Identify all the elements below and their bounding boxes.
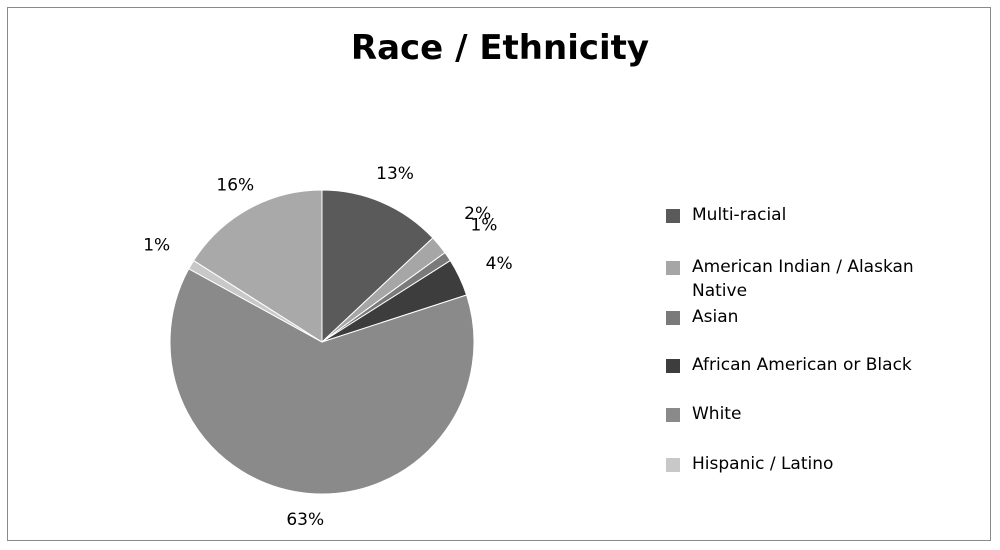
pie-data-label: 63% — [286, 510, 324, 530]
pie-slice-multi-racial — [321, 189, 434, 344]
legend-label: Hispanic / Latino — [692, 454, 834, 474]
chart-frame — [7, 7, 991, 541]
legend-label: African American or Black — [692, 355, 912, 375]
legend-swatch — [666, 359, 680, 373]
pie-data-label: 1% — [470, 216, 497, 236]
legend-swatch — [666, 311, 680, 325]
pie-data-label: 1% — [143, 235, 170, 255]
pie-data-label: 16% — [216, 175, 254, 195]
chart-title: Race / Ethnicity — [350, 28, 650, 68]
pie-data-labels: 13%2%1%4%63%1%16% — [143, 164, 512, 530]
pie-slice-white — [169, 268, 475, 495]
legend-label: Asian — [692, 307, 739, 327]
pie-data-label: 13% — [376, 164, 414, 184]
pie-data-label: 4% — [486, 254, 513, 274]
legend-swatch — [666, 261, 680, 275]
legend-swatch — [666, 458, 680, 472]
legend-swatch — [666, 408, 680, 422]
legend-swatch — [666, 209, 680, 223]
pie-data-label: 2% — [464, 204, 491, 224]
legend-label: Multi-racial — [692, 205, 787, 225]
pie-slices — [169, 189, 475, 495]
pie-slice-unlabeled — [192, 189, 323, 343]
legend-label: White — [692, 404, 742, 424]
legend-label: American Indian / Alaskan Native — [692, 257, 914, 301]
